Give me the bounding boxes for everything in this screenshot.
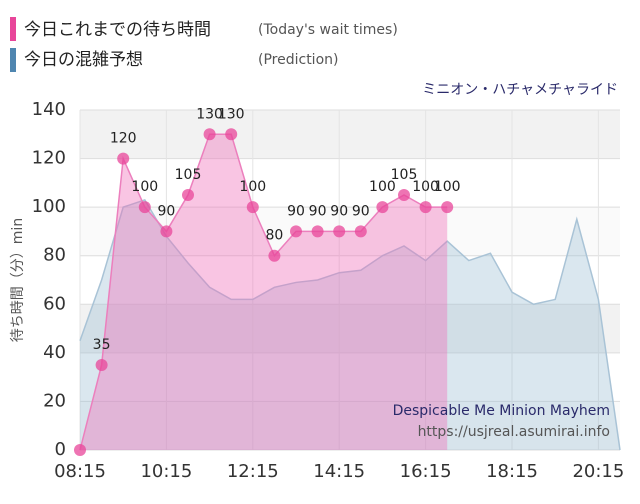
data-label: 130: [196, 106, 223, 122]
point: [138, 201, 151, 214]
point: [354, 225, 367, 238]
x-tick-label: 14:15: [313, 461, 365, 482]
legend-label: 今日の混雑予想: [24, 50, 143, 70]
data-label: 105: [391, 167, 418, 183]
y-tick-label: 40: [43, 342, 66, 363]
annotation: https://usjreal.asumirai.info: [418, 424, 610, 440]
point: [398, 189, 410, 201]
point: [376, 201, 389, 214]
annotation: Despicable Me Minion Mayhem: [393, 403, 610, 419]
y-tick-label: 60: [43, 293, 66, 314]
y-tick-label: 80: [43, 245, 66, 266]
point: [268, 249, 281, 262]
point: [95, 359, 108, 371]
y-tick-label: 140: [32, 99, 66, 120]
plot: 0 20 40 60 80 100 120 140 08:15 10:15 12:15 14:15 16…: [32, 99, 625, 482]
data-label: 100: [369, 179, 396, 195]
data-label: 90: [287, 203, 305, 219]
data-label: 130: [218, 106, 245, 122]
x-tick-label: 12:15: [227, 461, 279, 482]
grid-band: [80, 110, 620, 159]
data-label: 100: [131, 179, 158, 195]
x-tick-label: 10:15: [140, 461, 192, 482]
data-label: 120: [110, 131, 137, 147]
point: [333, 225, 346, 238]
y-tick-label: 0: [55, 439, 66, 460]
data-label: 80: [265, 228, 283, 244]
data-label: 35: [93, 337, 111, 353]
point: [290, 225, 302, 238]
point: [117, 152, 130, 165]
data-label: 105: [175, 167, 202, 183]
data-label: 100: [239, 179, 266, 195]
legend-label-en: (Prediction): [258, 52, 338, 68]
y-axis-label: 待ち時間（分）min: [10, 218, 26, 342]
data-label: 90: [352, 203, 370, 219]
point: [246, 201, 259, 214]
x-tick-label: 08:15: [54, 461, 106, 482]
x-tick-label: 18:15: [486, 461, 538, 482]
legend-swatch: [10, 48, 16, 72]
point: [419, 201, 432, 214]
point: [74, 444, 86, 456]
legend-label-en: (Today's wait times): [258, 22, 398, 38]
grid-band: [80, 304, 620, 353]
legend-label: 今日これまでの待ち時間: [24, 20, 211, 40]
point: [225, 128, 238, 141]
data-label: 90: [330, 203, 348, 219]
point: [182, 189, 194, 201]
data-label: 100: [434, 179, 461, 195]
point: [311, 225, 324, 238]
y-tick-label: 20: [43, 390, 66, 411]
area: [80, 134, 448, 451]
y-tick-label: 100: [32, 196, 66, 217]
point: [160, 225, 173, 238]
line: [79, 198, 621, 451]
data-label: 90: [157, 203, 175, 219]
data-label: 100: [412, 179, 439, 195]
area: [80, 199, 620, 450]
x-tick-label: 20:15: [572, 461, 624, 482]
chart-title: ミニオン・ハチャメチャライド: [422, 82, 618, 98]
grid-band: [80, 401, 620, 450]
y-tick-label: 120: [32, 148, 66, 169]
data-label: 90: [309, 203, 327, 219]
legend-swatch: [10, 17, 16, 41]
point: [441, 201, 454, 214]
point: [203, 128, 216, 141]
x-tick-label: 16:15: [400, 461, 452, 482]
